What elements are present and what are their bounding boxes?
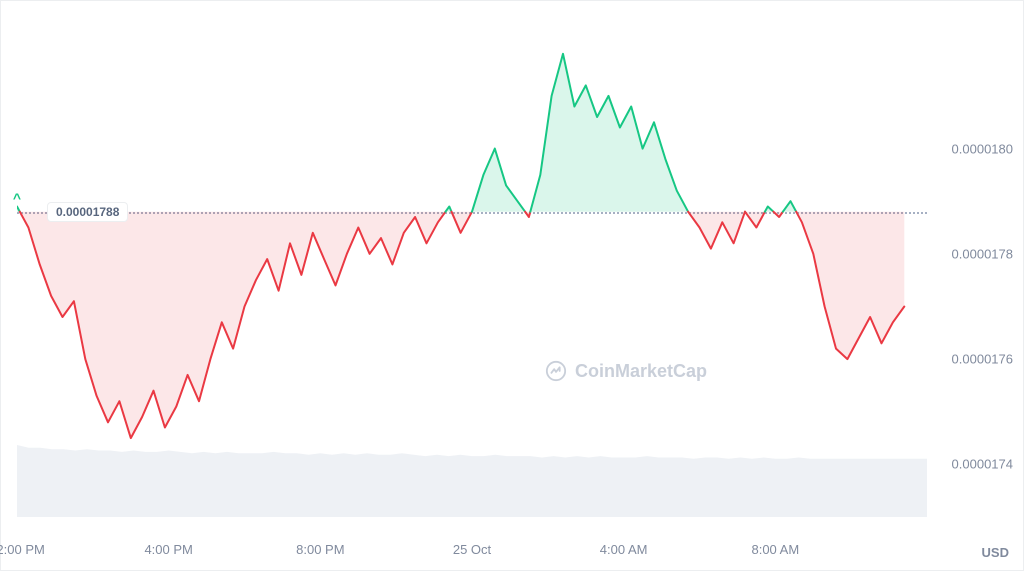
x-axis: 12:00 PM4:00 PM8:00 PM25 Oct4:00 AM8:00 … bbox=[17, 542, 927, 562]
price-chart[interactable]: 0.00001788 ^ CoinMarketCap 0.00001800.00… bbox=[0, 0, 1024, 571]
y-tick-label: 0.0000180 bbox=[952, 141, 1013, 156]
x-tick-label: 4:00 AM bbox=[600, 542, 648, 557]
x-tick-label: 4:00 PM bbox=[144, 542, 192, 557]
y-tick-label: 0.0000176 bbox=[952, 352, 1013, 367]
coinmarketcap-icon bbox=[545, 360, 567, 382]
y-tick-label: 0.0000174 bbox=[952, 457, 1013, 472]
watermark-text: CoinMarketCap bbox=[575, 361, 707, 382]
x-tick-label: 25 Oct bbox=[453, 542, 491, 557]
y-tick-label: 0.0000178 bbox=[952, 246, 1013, 261]
start-marker-icon: ^ bbox=[13, 191, 21, 205]
baseline-price-badge: 0.00001788 bbox=[47, 202, 128, 222]
watermark: CoinMarketCap bbox=[545, 360, 707, 382]
chart-lines bbox=[17, 17, 927, 517]
x-tick-label: 8:00 AM bbox=[751, 542, 799, 557]
y-axis: 0.0000180 0.0000178 0.0000176 0.0000174 bbox=[923, 17, 1013, 517]
currency-label: USD bbox=[982, 545, 1009, 560]
x-tick-label: 12:00 PM bbox=[0, 542, 45, 557]
plot-area[interactable]: 0.00001788 ^ CoinMarketCap bbox=[17, 17, 927, 517]
x-tick-label: 8:00 PM bbox=[296, 542, 344, 557]
